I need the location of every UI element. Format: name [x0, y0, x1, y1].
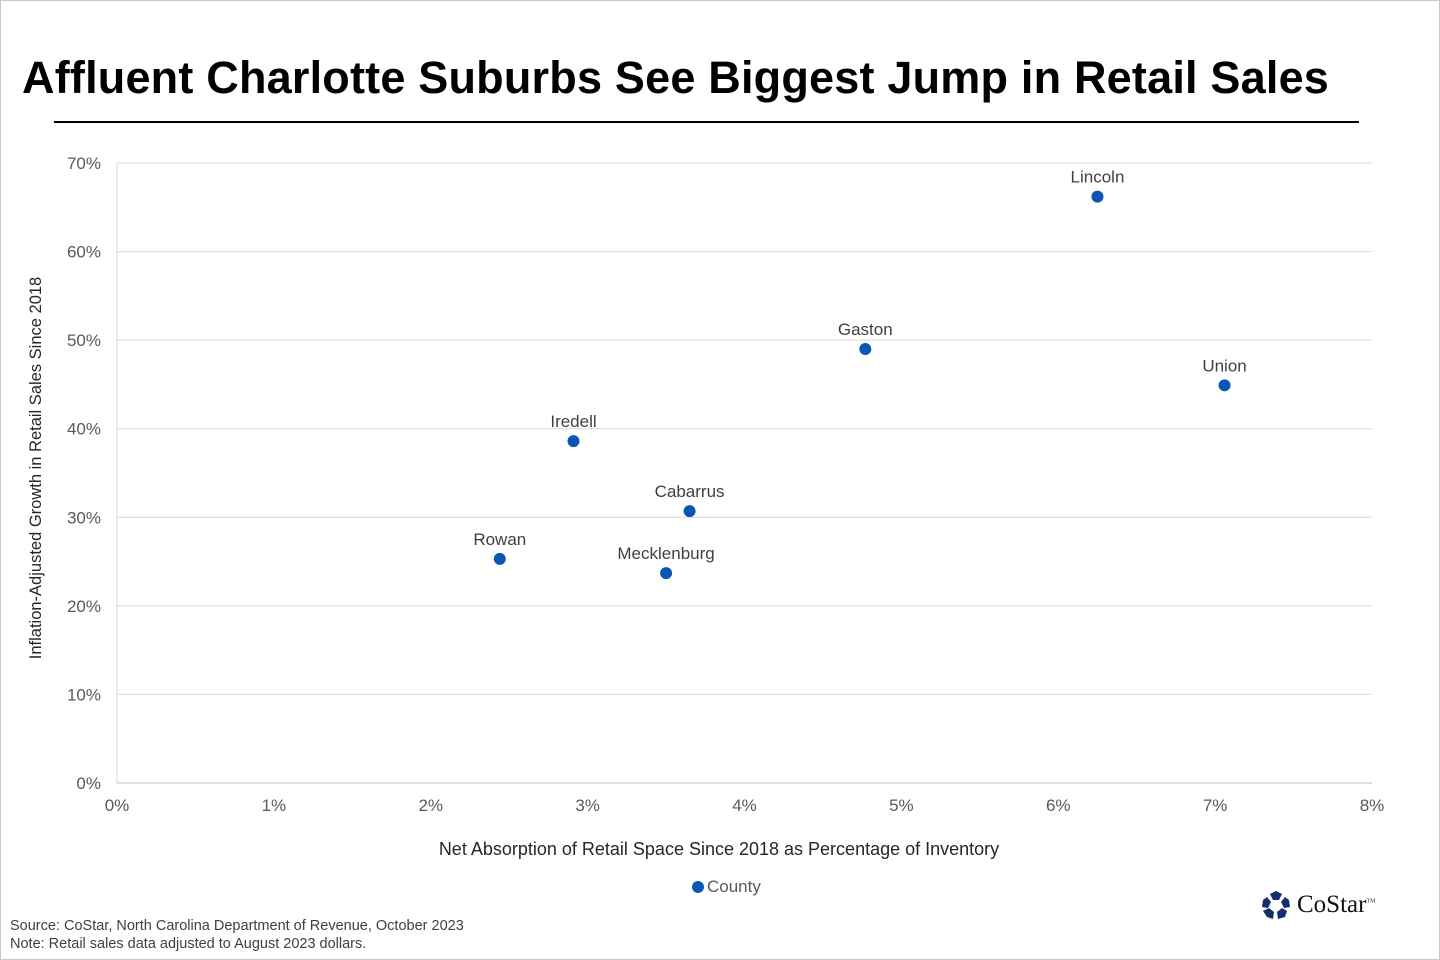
y-tick-labels: 0% 10% 20% 30% 40% 50% 60% 70% — [67, 154, 101, 793]
costar-logo: CoStarTM — [1260, 890, 1375, 920]
legend-label: County — [707, 877, 761, 896]
legend-marker-icon — [692, 881, 704, 893]
x-tick-label: 6% — [1046, 796, 1071, 815]
data-label-gaston: Gaston — [838, 320, 893, 339]
data-point-cabarrus — [683, 505, 696, 518]
x-tick-label: 4% — [732, 796, 757, 815]
y-axis-label: Inflation-Adjusted Growth in Retail Sale… — [27, 277, 45, 659]
y-tick-label: 70% — [67, 154, 101, 173]
data-point-gaston — [859, 343, 872, 355]
x-axis-label: Net Absorption of Retail Space Since 201… — [439, 839, 999, 859]
data-point-iredell — [567, 435, 580, 448]
y-tick-label: 30% — [67, 508, 101, 527]
data-label-cabarrus: Cabarrus — [655, 482, 725, 501]
data-point-rowan — [493, 552, 506, 565]
x-tick-labels: 0% 1% 2% 3% 4% 5% 6% 7% 8% — [105, 796, 1385, 815]
x-tick-label: 0% — [105, 796, 130, 815]
y-tick-label: 10% — [67, 685, 101, 704]
chart-title: Affluent Charlotte Suburbs See Biggest J… — [22, 52, 1330, 103]
data-label-union: Union — [1202, 356, 1246, 375]
data-note: Note: Retail sales data adjusted to Augu… — [10, 936, 367, 952]
x-tick-label: 7% — [1203, 796, 1228, 815]
x-tick-label: 1% — [262, 796, 287, 815]
data-label-iredell: Iredell — [550, 412, 596, 431]
data-point-union — [1218, 379, 1231, 392]
y-tick-label: 60% — [67, 243, 101, 262]
x-tick-label: 3% — [575, 796, 600, 815]
trademark: TM — [1366, 898, 1376, 905]
data-points — [493, 190, 1231, 580]
data-label-rowan: Rowan — [473, 530, 526, 549]
y-tick-label: 50% — [67, 331, 101, 350]
footer: Source: CoStar, North Carolina Departmen… — [10, 917, 464, 953]
axes — [116, 163, 1372, 784]
data-labels: Rowan Iredell Mecklenburg Cabarrus Gaston Lin… — [473, 168, 1246, 563]
legend: County — [692, 877, 761, 897]
source-note: Source: CoStar, North Carolina Departmen… — [10, 918, 464, 934]
title-divider — [54, 121, 1359, 123]
costar-wordmark: CoStarTM — [1297, 891, 1375, 919]
y-tick-label: 20% — [67, 597, 101, 616]
y-tick-label: 0% — [76, 774, 101, 793]
data-label-mecklenburg: Mecklenburg — [617, 544, 714, 563]
data-point-lincoln — [1091, 190, 1104, 203]
costar-star-icon — [1262, 891, 1290, 919]
gridlines — [117, 162, 1372, 695]
x-tick-label: 2% — [418, 796, 443, 815]
x-tick-label: 8% — [1360, 796, 1385, 815]
costar-name: CoStar — [1297, 891, 1367, 918]
y-tick-label: 40% — [67, 420, 101, 439]
data-label-lincoln: Lincoln — [1071, 168, 1125, 187]
data-point-mecklenburg — [660, 567, 673, 580]
x-tick-label: 5% — [889, 796, 914, 815]
